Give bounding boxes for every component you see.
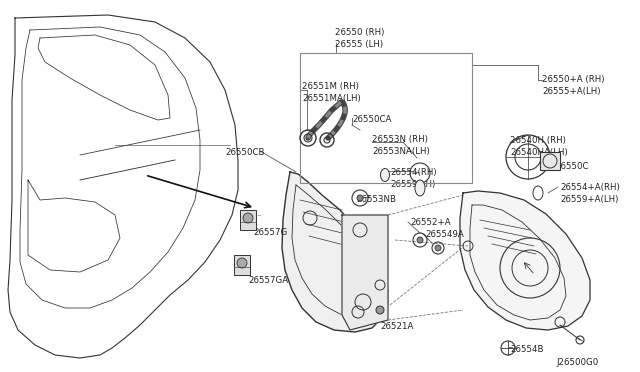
Text: 26550 (RH): 26550 (RH) [335,28,385,37]
Polygon shape [342,215,388,330]
Text: 26559+A(LH): 26559+A(LH) [560,195,618,204]
Text: 26550CB: 26550CB [225,148,264,157]
Text: 26551M (RH): 26551M (RH) [302,82,359,91]
Bar [540,152,560,170]
Text: 26555+A(LH): 26555+A(LH) [542,87,600,96]
Text: 26554+A(RH): 26554+A(RH) [560,183,620,192]
Text: 26552+A: 26552+A [410,218,451,227]
Text: 26551MA(LH): 26551MA(LH) [302,94,361,103]
Text: 26555 (LH): 26555 (LH) [335,40,383,49]
Circle shape [357,195,363,201]
Ellipse shape [415,180,425,196]
Ellipse shape [381,169,390,182]
Text: 26550C: 26550C [555,162,589,171]
Text: 26550CA: 26550CA [352,115,392,124]
Text: 26521A: 26521A [380,322,413,331]
Circle shape [417,237,423,243]
Text: J26500G0: J26500G0 [556,358,598,367]
Circle shape [435,245,441,251]
Bar [234,255,250,275]
Text: 26540H (RH): 26540H (RH) [510,136,566,145]
Text: 265549A: 265549A [425,230,464,239]
Text: 26540HA(LH): 26540HA(LH) [510,148,568,157]
Text: 26557G: 26557G [253,228,287,237]
Text: 26553N (RH): 26553N (RH) [372,135,428,144]
Text: 26553NB: 26553NB [356,195,396,204]
Circle shape [243,213,253,223]
Ellipse shape [533,186,543,200]
Circle shape [376,306,384,314]
Text: 26557GA: 26557GA [248,276,288,285]
Text: 26554(RH): 26554(RH) [390,168,436,177]
Bar [300,53,472,183]
Text: 26553NA(LH): 26553NA(LH) [372,147,429,156]
Text: 26554B: 26554B [510,345,543,354]
Polygon shape [282,172,388,332]
Polygon shape [460,191,590,330]
Circle shape [237,258,247,268]
Text: 26559(LH): 26559(LH) [390,180,435,189]
Bar [240,210,256,230]
Text: 26550+A (RH): 26550+A (RH) [542,75,605,84]
